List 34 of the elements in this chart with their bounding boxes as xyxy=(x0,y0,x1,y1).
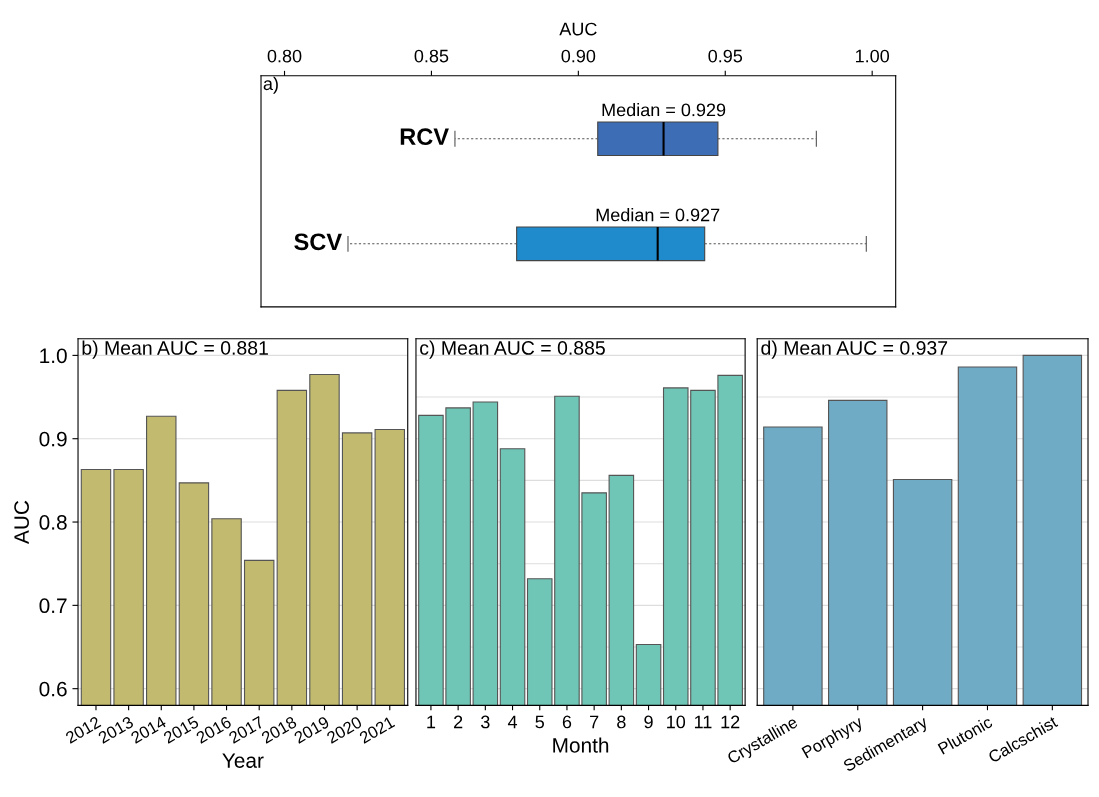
x-tick-label: 0.90 xyxy=(561,49,596,63)
x-tick-label: 2014 xyxy=(130,715,167,744)
x-tick-label: 0.85 xyxy=(414,49,449,63)
x-tick-label: 10 xyxy=(667,715,686,729)
x-tick-label: 0.95 xyxy=(708,49,743,63)
x-tick-label: 5 xyxy=(535,715,545,729)
y-axis-title: AUC xyxy=(14,500,29,544)
x-tick-label: 2 xyxy=(454,715,463,729)
chart-title: a) xyxy=(263,76,278,94)
x-tick-label: 9 xyxy=(644,715,653,729)
annotation: Median = 0.927 xyxy=(596,208,720,222)
x-axis-title: AUC xyxy=(559,22,597,36)
x-tick-label: 3 xyxy=(481,715,490,729)
annotation: Median = 0.929 xyxy=(602,103,726,117)
chart-title: d) Mean AUC = 0.937 xyxy=(761,340,948,359)
x-tick-label: 1 xyxy=(427,715,436,729)
y-tick-label: 1.0 xyxy=(40,348,67,364)
y-tick-label: 0.7 xyxy=(39,598,67,614)
y-tick-label: 0.6 xyxy=(39,681,67,697)
x-tick-label: 7 xyxy=(590,715,599,729)
x-tick-label: 4 xyxy=(507,715,518,729)
y-tick-label: 0.8 xyxy=(39,515,67,530)
x-tick-label: 11 xyxy=(694,715,712,729)
chart-title: b) Mean AUC = 0.881 xyxy=(82,340,268,359)
x-tick-label: 8 xyxy=(617,715,626,729)
y-tick-label: RCV xyxy=(400,128,449,146)
x-axis-title: Month xyxy=(553,737,609,753)
y-tick-label: SCV xyxy=(294,233,342,251)
y-tick-label: 0.9 xyxy=(39,431,67,447)
x-tick-label: 6 xyxy=(562,715,572,729)
chart-title: c) Mean AUC = 0.885 xyxy=(420,340,605,359)
x-axis-title: Year xyxy=(222,753,264,768)
x-tick-label: 1.00 xyxy=(855,49,890,63)
x-tick-label: 0.80 xyxy=(267,49,302,63)
